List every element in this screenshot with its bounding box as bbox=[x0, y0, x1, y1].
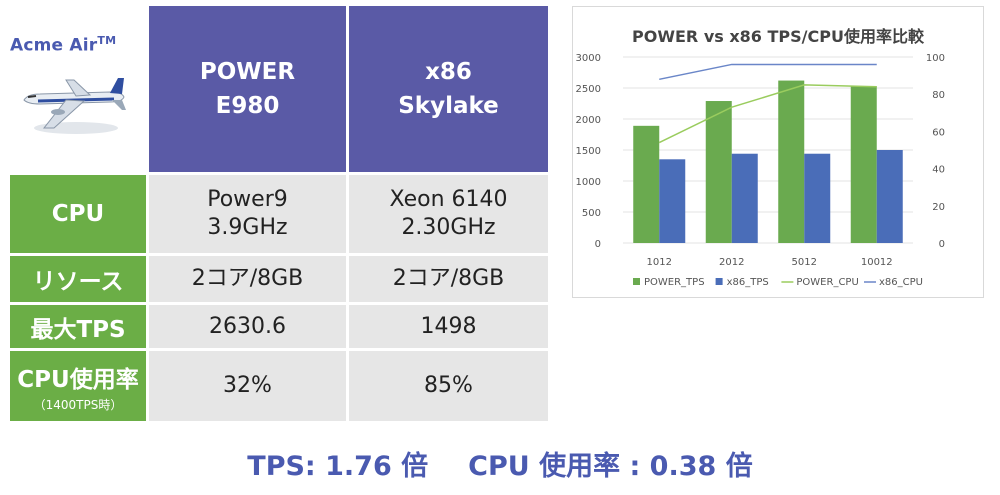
chart-canvas: 0 500 1000 1500 2000 2500 3000 0 20 40 60 80 100 1012… bbox=[576, 53, 945, 288]
row-label-subtext: （1400TPS時） bbox=[33, 397, 123, 412]
cell-line: 85% bbox=[424, 373, 473, 398]
cell-line: 32% bbox=[223, 373, 272, 398]
column-header-x86: x86 Skylake bbox=[349, 6, 548, 172]
summary-line: TPS: 1.76 倍 CPU 使用率 : 0.38 倍 bbox=[0, 444, 1000, 483]
bar-power-tps bbox=[705, 101, 732, 244]
x-tick-label: 2012 bbox=[719, 257, 744, 268]
y-left-tick-label: 1500 bbox=[576, 146, 601, 157]
column-header-line1: x86 bbox=[425, 59, 472, 85]
trademark-mark: TM bbox=[97, 34, 117, 47]
row-label-text: CPU bbox=[51, 201, 105, 227]
row-label-cpu: CPU bbox=[10, 175, 146, 253]
cell-x86-cpu-usage: 85% bbox=[349, 351, 548, 421]
y-left-tick-label: 3000 bbox=[576, 53, 601, 64]
cell-line: 2.30GHz bbox=[401, 215, 496, 240]
legend-swatch bbox=[633, 278, 640, 285]
legend-label: x86_CPU bbox=[879, 277, 923, 288]
legend-label: POWER_TPS bbox=[644, 277, 705, 288]
column-header-line2: E980 bbox=[215, 93, 280, 119]
y-left-tick-label: 0 bbox=[595, 239, 601, 250]
cell-x86-resource: 2コア/8GB bbox=[349, 256, 548, 302]
y-right-tick-label: 80 bbox=[932, 90, 945, 101]
cell-x86-max-tps: 1498 bbox=[349, 305, 548, 348]
y-right-tick-label: 100 bbox=[926, 53, 945, 64]
y-right-tick-label: 20 bbox=[932, 202, 945, 213]
line-power-cpu bbox=[658, 84, 877, 144]
y-right-tick-label: 0 bbox=[939, 239, 945, 250]
column-header-line1: POWER bbox=[199, 59, 296, 85]
bar-x86-tps bbox=[876, 150, 903, 243]
cell-power-cpu-usage: 32% bbox=[149, 351, 346, 421]
brand-title: Acme AirTM bbox=[10, 34, 116, 56]
row-label-text: 最大TPS bbox=[30, 316, 126, 343]
cell-line: Power9 bbox=[207, 187, 288, 212]
cell-power-resource: 2コア/8GB bbox=[149, 256, 346, 302]
row-label-text: リソース bbox=[32, 269, 124, 295]
legend-label: x86_TPS bbox=[727, 277, 769, 288]
summary-tps: TPS: 1.76 倍 bbox=[247, 451, 429, 482]
line-x86-cpu bbox=[659, 63, 877, 81]
column-header-line2: Skylake bbox=[398, 93, 499, 119]
brand-name: Acme Air bbox=[10, 35, 98, 56]
cell-power-cpu: Power9 3.9GHz bbox=[149, 175, 346, 253]
row-label-cpu-usage: CPU使用率 （1400TPS時） bbox=[10, 351, 146, 421]
cell-line: 2コア/8GB bbox=[191, 266, 304, 291]
cell-line: 1498 bbox=[420, 313, 477, 339]
y-left-tick-label: 500 bbox=[582, 208, 601, 219]
cell-line: 2630.6 bbox=[209, 313, 286, 339]
chart-panel: POWER vs x86 TPS/CPU使用率比較 0 500 1000 1500 20… bbox=[572, 6, 984, 298]
x-tick-label: 1012 bbox=[647, 257, 672, 268]
x-tick-label: 5012 bbox=[792, 257, 817, 268]
bar-power-tps bbox=[850, 86, 877, 243]
bar-x86-tps bbox=[659, 159, 686, 243]
legend-label: POWER_CPU bbox=[796, 277, 858, 288]
summary-cpu: CPU 使用率 : 0.38 倍 bbox=[468, 451, 753, 482]
y-left-tick-label: 2500 bbox=[576, 84, 601, 95]
cell-line: 3.9GHz bbox=[207, 215, 288, 240]
bar-x86-tps bbox=[804, 153, 831, 243]
airplane-logo bbox=[23, 78, 126, 134]
cell-line: Xeon 6140 bbox=[389, 187, 508, 212]
x-tick-label: 10012 bbox=[861, 257, 893, 268]
cell-power-max-tps: 2630.6 bbox=[149, 305, 346, 348]
row-label-max-tps: 最大TPS bbox=[10, 305, 146, 348]
bar-power-tps bbox=[633, 125, 660, 243]
bar-power-tps bbox=[778, 80, 805, 243]
y-left-tick-label: 2000 bbox=[576, 115, 601, 126]
column-header-power: POWER E980 bbox=[149, 6, 346, 172]
y-left-tick-label: 1000 bbox=[576, 177, 601, 188]
y-right-tick-label: 60 bbox=[932, 127, 945, 138]
legend-swatch bbox=[715, 278, 723, 285]
row-label-resource: リソース bbox=[10, 256, 146, 302]
row-label-text: CPU使用率 bbox=[17, 366, 139, 393]
y-right-tick-label: 40 bbox=[932, 165, 945, 176]
bar-x86-tps bbox=[731, 153, 758, 243]
cell-x86-cpu: Xeon 6140 2.30GHz bbox=[349, 175, 548, 253]
cell-line: 2コア/8GB bbox=[392, 266, 505, 291]
chart-title: POWER vs x86 TPS/CPU使用率比較 bbox=[632, 27, 924, 46]
